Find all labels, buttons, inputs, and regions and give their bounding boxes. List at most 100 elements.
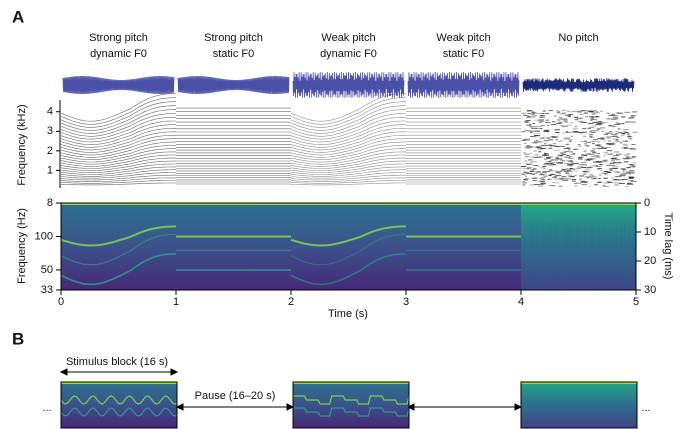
pitch-track (60, 233, 177, 266)
noise-dot (556, 158, 563, 160)
noise-dot (544, 158, 548, 160)
harmonic (290, 169, 406, 177)
noise-dot (591, 112, 596, 114)
noise-dot (529, 130, 535, 132)
spectrogram-bg (176, 203, 291, 290)
noise-dot (529, 184, 535, 186)
noise-dot (553, 185, 556, 187)
noise-dot (612, 143, 616, 145)
block-track (60, 407, 178, 417)
noise-dot (555, 157, 558, 159)
harmonic (290, 166, 406, 175)
noise-dot (625, 173, 632, 175)
noise-dot (595, 156, 601, 158)
noise-dot (581, 184, 588, 186)
noise-dot (570, 135, 574, 137)
noise-dot (550, 136, 555, 138)
noise-dot (573, 170, 579, 172)
noise-dot (563, 180, 569, 182)
noise-dot (603, 140, 606, 142)
y2-axis-label: Time lag (ms) (662, 213, 674, 280)
noise-dot (561, 179, 568, 181)
noise-dot (551, 124, 557, 126)
noise-dot (625, 185, 629, 187)
noise-dot (628, 137, 632, 139)
noise-dot (534, 140, 537, 142)
noise-dot (531, 173, 536, 175)
noise-dot (577, 110, 583, 112)
noise-dot (591, 114, 595, 116)
noise-dot (629, 170, 635, 172)
harmonic (290, 145, 406, 160)
noise-dot (562, 153, 567, 155)
noise-dot (603, 177, 608, 179)
noise-dot (536, 113, 543, 115)
noise-dot (601, 122, 605, 124)
noise-dot (626, 133, 631, 135)
harmonic (60, 163, 176, 173)
noise-dot (626, 167, 631, 169)
noise-dot (527, 112, 531, 114)
noise-dot (607, 137, 612, 139)
noise-dot (544, 154, 549, 156)
noise-dot (615, 162, 620, 164)
harmonic (60, 113, 177, 137)
noise-dot (559, 140, 563, 142)
noise-dot (620, 174, 627, 176)
harmonic (290, 131, 406, 151)
y-tick-label: 1 (47, 164, 53, 176)
noise-dot (607, 140, 612, 142)
noise-dot (596, 116, 599, 118)
noise-dot (612, 138, 619, 140)
noise-dot (554, 129, 561, 131)
harmonic (60, 157, 176, 169)
noise-dot (606, 150, 613, 152)
noise-dot (621, 172, 627, 174)
noise-dot (596, 147, 603, 149)
harmonic (290, 116, 407, 140)
harmonic (60, 154, 176, 167)
noise-dot (562, 126, 568, 128)
noise-dot (612, 113, 615, 115)
noise-dot (628, 180, 634, 182)
noise-dot (593, 110, 597, 112)
condition-title: dynamic F0 (90, 48, 147, 60)
noise-dot (541, 180, 546, 182)
noise-dot (566, 163, 572, 165)
noise-dot (593, 113, 596, 115)
noise-dot (546, 137, 551, 139)
noise-dot (589, 173, 593, 175)
noise-dot (522, 152, 526, 154)
noise-dot (591, 117, 594, 119)
noise-dot (576, 118, 582, 120)
noise-dot (521, 166, 527, 168)
noise-dot (543, 168, 547, 170)
noise-dot (625, 171, 630, 173)
noise-dot (534, 130, 541, 132)
noise-dot (615, 121, 619, 123)
x-tick-label: 3 (403, 296, 409, 308)
noise-dot (622, 157, 628, 159)
x-axis-label: Time (s) (328, 308, 368, 320)
noise-dot (631, 144, 636, 146)
y-axis-label: Frequency (kHz) (16, 104, 28, 185)
noise-dot (566, 131, 572, 133)
harmonic (60, 138, 176, 156)
condition-title: static F0 (213, 48, 255, 60)
noise-dot (603, 185, 610, 187)
noise-dot (624, 111, 630, 113)
noise-dot (631, 156, 637, 158)
noise-dot (608, 171, 612, 173)
noise-dot (595, 111, 599, 113)
noise-dot (615, 159, 620, 161)
noise-dot (560, 170, 565, 172)
noise-dot (615, 155, 620, 157)
noise-dot (611, 165, 616, 167)
noise-dot (594, 117, 597, 119)
noise-dot (622, 170, 625, 172)
noise-dot (534, 173, 539, 175)
noise-dot (628, 176, 634, 178)
noise-dot (549, 185, 555, 187)
noise-dot (549, 147, 553, 149)
noise-dot (611, 118, 616, 120)
